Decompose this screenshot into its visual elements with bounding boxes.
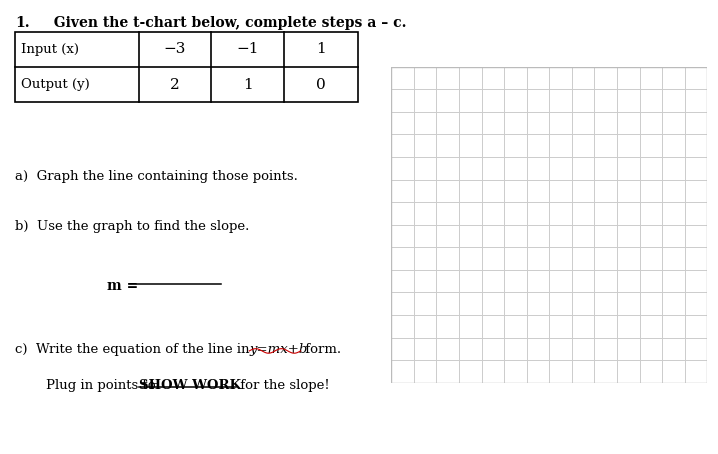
Text: 1: 1	[316, 42, 326, 56]
Text: Output (y): Output (y)	[21, 78, 90, 91]
Text: 1.: 1.	[15, 16, 30, 30]
Text: −3: −3	[164, 42, 186, 56]
Text: a)  Graph the line containing those points.: a) Graph the line containing those point…	[15, 170, 298, 183]
Text: y=mx+b: y=mx+b	[249, 343, 307, 356]
Text: m =: m =	[106, 279, 138, 293]
Text: Given the t-chart below, complete steps a – c.: Given the t-chart below, complete steps …	[44, 16, 406, 30]
Text: −1: −1	[237, 42, 259, 56]
Text: form.: form.	[301, 343, 341, 356]
Text: 2: 2	[170, 78, 180, 92]
Text: for the slope!: for the slope!	[236, 379, 330, 392]
Text: c)  Write the equation of the line in: c) Write the equation of the line in	[15, 343, 254, 356]
Text: b)  Use the graph to find the slope.: b) Use the graph to find the slope.	[15, 220, 250, 233]
Text: Input (x): Input (x)	[21, 43, 79, 56]
Text: 1: 1	[243, 78, 253, 92]
Bar	[15, 32, 358, 102]
Text: SHOW WORK: SHOW WORK	[139, 379, 241, 392]
Text: Plug in points to: Plug in points to	[46, 379, 159, 392]
Text: 0: 0	[316, 78, 326, 92]
